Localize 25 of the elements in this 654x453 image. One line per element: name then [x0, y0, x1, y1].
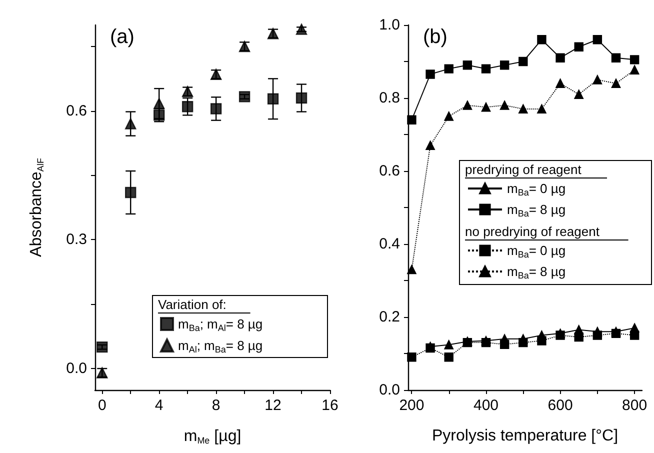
legend-title: Variation of:: [158, 297, 226, 312]
x-tick-label: 800: [622, 397, 648, 414]
chart-title: (a): [110, 26, 134, 48]
y-axis-title: AbsorbanceAlF: [28, 158, 46, 257]
x-tick-label: 8: [212, 397, 220, 414]
x-axis-title: Pyrolysis temperature [°C]: [432, 428, 618, 444]
x-tick-label: 4: [154, 397, 164, 414]
x-tick-label: 400: [473, 397, 499, 414]
y-tick-label: 0.8: [379, 90, 400, 106]
x-tick-label: 12: [264, 397, 282, 414]
y-tick-label: 0.4: [379, 236, 400, 252]
chart-title: (b): [423, 26, 448, 48]
y-tick-label: 0.0: [66, 360, 87, 378]
y-tick-label: 0.3: [66, 231, 87, 248]
x-tick-label: 600: [548, 397, 573, 414]
y-tick-label: 0.6: [66, 102, 87, 120]
annotation: predrying of reagent: [465, 162, 582, 177]
x-tick-label: 200: [399, 397, 424, 414]
x-tick-label: 0: [98, 397, 106, 414]
annotation: no predrying of reagent: [465, 224, 600, 239]
y-tick-label: 1.0: [379, 16, 400, 34]
y-tick-label: 0.0: [379, 382, 400, 398]
x-tick-label: 16: [322, 397, 338, 414]
y-tick-label: 0.6: [379, 162, 400, 180]
y-tick-label: 0.2: [379, 308, 400, 326]
